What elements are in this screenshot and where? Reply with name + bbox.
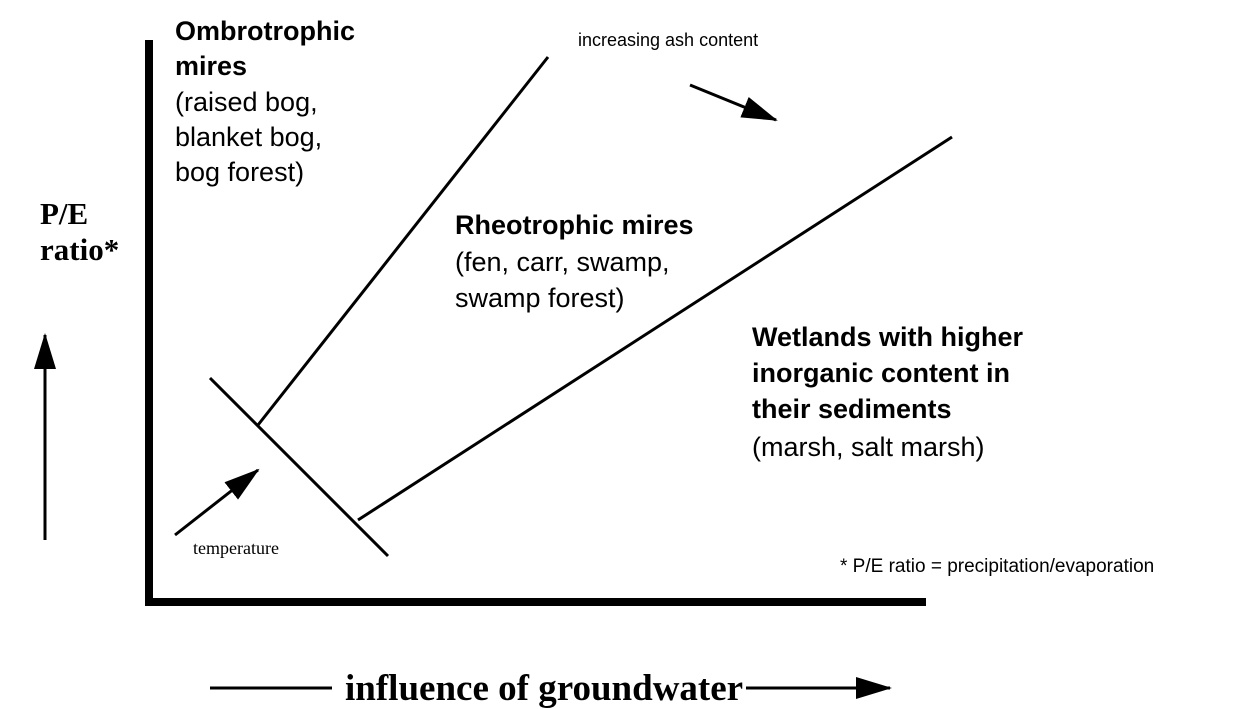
region-label: (raised bog, [175, 87, 318, 117]
x-label: influence of groundwater [345, 668, 743, 709]
region-label: their sediments [752, 394, 952, 424]
y-label: ratio* [40, 232, 119, 267]
ash-arrow [689, 83, 778, 122]
region-label: inorganic content in [752, 358, 1010, 388]
boundaries [34, 56, 953, 699]
temperature-line [208, 376, 390, 558]
axes [145, 40, 926, 606]
region-label: Wetlands with higher [752, 322, 1024, 352]
temperature-label: temperature [193, 538, 279, 558]
region-label: Rheotrophic mires [455, 210, 694, 240]
y-label: P/E [40, 196, 88, 231]
region-label: mires [175, 51, 247, 81]
region-label: (fen, carr, swamp, [455, 247, 670, 277]
region-label: swamp forest) [455, 283, 625, 313]
region-label: (marsh, salt marsh) [752, 432, 985, 462]
ash-label: increasing ash content [578, 30, 758, 50]
region-label: bog forest) [175, 157, 304, 187]
boundary-line [256, 56, 550, 426]
footnote: * P/E ratio = precipitation/evaporation [840, 556, 1154, 577]
region-label: blanket bog, [175, 122, 322, 152]
region-label: Ombrotrophic [175, 16, 355, 46]
boundary-line [357, 135, 953, 522]
temperature-arrow [174, 468, 260, 537]
